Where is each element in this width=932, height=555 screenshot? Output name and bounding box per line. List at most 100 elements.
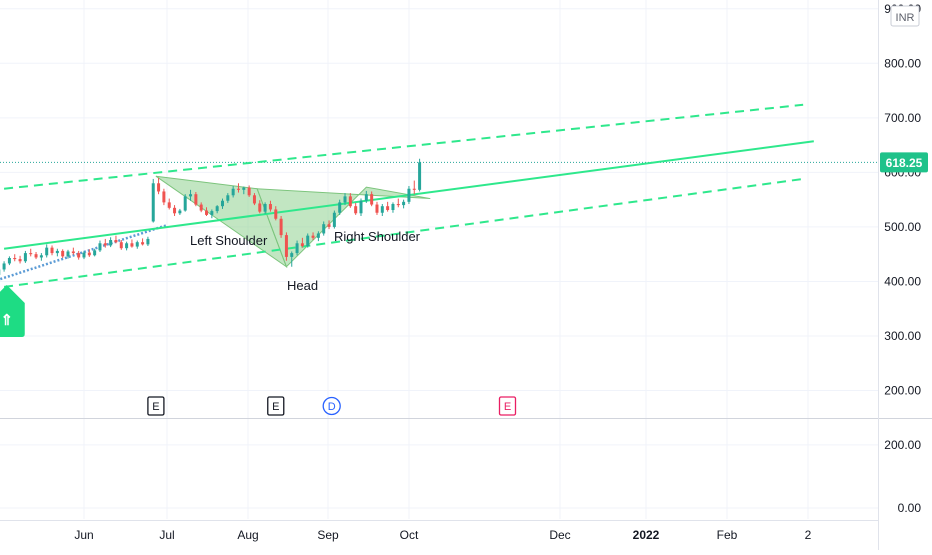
candle-body [109,240,112,245]
candle-body [200,205,203,211]
candle-body [413,189,416,190]
candle-body [8,258,11,263]
candle[interactable] [418,159,421,192]
up-arrow-icon: ⇑ [0,312,13,329]
annotation-left-shoulder: Left Shoulder [190,233,268,248]
candle-body [29,253,32,254]
candle-body [328,224,331,227]
candle-body [290,253,293,257]
price-axis-tick-label: 700.00 [884,111,921,125]
candle-body [114,240,117,242]
candle-body [45,248,48,256]
event-label: E [152,401,159,413]
price-axis-tick-label: 800.00 [884,56,921,70]
candle-body [242,188,245,190]
price-axis-tick-label: 400.00 [884,274,921,288]
candle[interactable] [184,194,187,211]
candle-body [77,253,80,257]
candle-body [296,243,299,253]
candle-body [397,204,400,205]
candle-body [98,243,101,250]
time-axis-tick-label: Dec [549,528,570,542]
candle[interactable] [152,179,155,223]
candle-body [280,219,283,235]
candle-body [248,188,251,196]
candle-body [375,205,378,213]
time-axis-tick-label: Aug [237,528,258,542]
candle[interactable] [280,216,283,238]
lower-pane-tick-label: 200.00 [884,438,921,452]
candle-body [136,242,139,246]
candle-body [56,251,59,253]
event-marker-earnings[interactable]: E [268,397,284,415]
time-axis-tick-label: 2 [805,528,812,542]
candle-body [274,209,277,218]
candle-body [178,211,181,214]
candle-body [162,191,165,202]
candle-body [333,213,336,227]
candle-body [152,183,155,221]
time-axis-tick-label: Feb [717,528,738,542]
candle-body [120,242,123,248]
candle-body [338,202,341,212]
candle-body [269,204,272,209]
annotation-right-shoulder: Right Shoulder [334,229,421,244]
candle-body [407,189,410,202]
candle-body [221,201,224,206]
event-marker-earnings[interactable]: E [148,397,164,415]
event-label: D [328,401,336,413]
candle-body [317,233,320,237]
candle-body [61,251,64,256]
currency-badge[interactable]: INR [891,6,919,26]
candle-body [253,195,256,203]
candle-body [216,206,219,211]
time-axis-tick-label: Jul [159,528,174,542]
candle-body [360,201,363,214]
time-axis-tick-label: Sep [317,528,339,542]
candle-body [168,202,171,207]
candle-body [146,239,149,244]
event-label: E [504,401,511,413]
candle-body [82,253,85,258]
event-marker-earnings[interactable]: E [499,397,515,415]
candle-body [306,236,309,246]
candle-body [344,196,347,202]
candle[interactable] [333,211,336,229]
candle-body [237,189,240,190]
last-price-label[interactable]: 618.25 [880,152,928,172]
candle-body [24,253,27,261]
candle-body [35,254,38,257]
candle-body [386,206,389,210]
candle[interactable] [285,232,288,260]
candle-body [322,224,325,233]
candle-body [173,208,176,213]
lower-pane-tick-label: 0.00 [898,501,922,515]
candle-body [205,211,208,215]
candle-body [19,259,22,261]
candle-body [67,251,70,256]
currency-label: INR [896,12,915,24]
candle-body [189,194,192,196]
candle-body [93,250,96,255]
candle-body [184,196,187,210]
candle-body [354,206,357,213]
candle-body [232,189,235,196]
event-marker-dividend[interactable]: D [323,398,340,415]
price-axis-tick-label: 300.00 [884,329,921,343]
candle-body [258,203,261,211]
time-axis-tick-label: Oct [400,528,419,542]
price-axis-tick-label: 500.00 [884,220,921,234]
candle-body [88,253,91,256]
candle-body [141,242,144,244]
last-price-value: 618.25 [886,156,923,170]
candle-body [3,263,6,269]
candle-body [312,236,315,238]
event-label: E [272,401,279,413]
candle-body [365,194,368,201]
candle-body [285,235,288,257]
candle-body [157,183,160,191]
time-axis-tick-label: Jun [74,528,93,542]
candle-body [13,258,16,259]
